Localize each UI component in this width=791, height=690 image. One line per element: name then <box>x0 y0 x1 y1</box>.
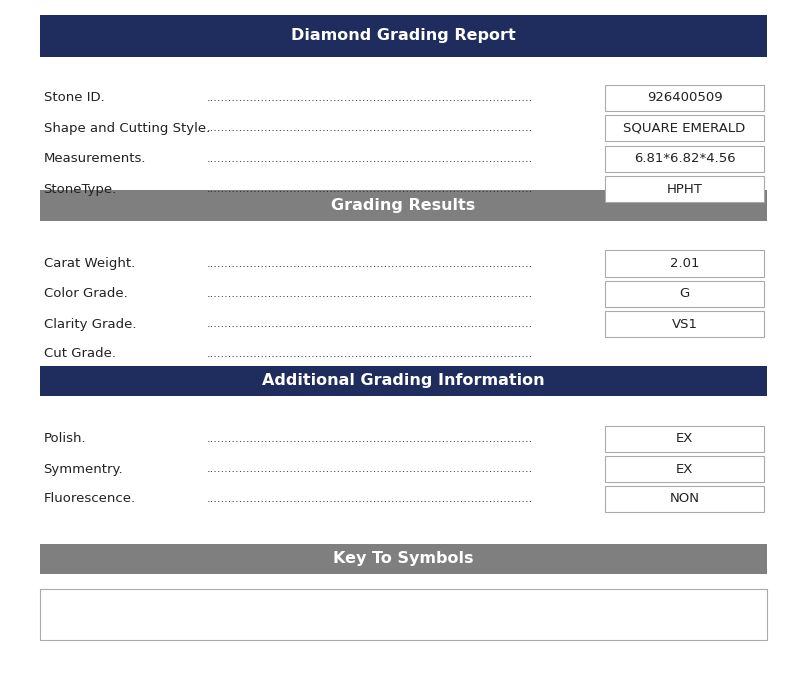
Text: 926400509: 926400509 <box>647 92 722 104</box>
Text: Stone ID.: Stone ID. <box>44 92 104 104</box>
Text: HPHT: HPHT <box>667 183 702 195</box>
FancyBboxPatch shape <box>605 115 764 141</box>
FancyBboxPatch shape <box>605 426 764 452</box>
Text: Cut Grade.: Cut Grade. <box>44 348 115 360</box>
Text: 6.81*6.82*4.56: 6.81*6.82*4.56 <box>634 152 736 165</box>
Text: Shape and Cutting Style.: Shape and Cutting Style. <box>44 122 210 135</box>
FancyBboxPatch shape <box>605 146 764 172</box>
Text: ................................................................................: ........................................… <box>206 154 533 164</box>
FancyBboxPatch shape <box>40 366 767 396</box>
Text: NON: NON <box>670 493 699 505</box>
FancyBboxPatch shape <box>605 281 764 307</box>
FancyBboxPatch shape <box>605 486 764 512</box>
FancyBboxPatch shape <box>605 85 764 111</box>
Text: Symmentry.: Symmentry. <box>44 463 123 475</box>
Text: Measurements.: Measurements. <box>44 152 146 165</box>
FancyBboxPatch shape <box>40 544 767 574</box>
Text: ................................................................................: ........................................… <box>206 434 533 444</box>
FancyBboxPatch shape <box>605 250 764 277</box>
Text: Clarity Grade.: Clarity Grade. <box>44 318 136 331</box>
Text: ................................................................................: ........................................… <box>206 93 533 103</box>
Text: ................................................................................: ........................................… <box>206 184 533 194</box>
FancyBboxPatch shape <box>605 456 764 482</box>
Text: Color Grade.: Color Grade. <box>44 288 127 300</box>
Text: StoneType.: StoneType. <box>44 183 117 195</box>
FancyBboxPatch shape <box>40 190 767 221</box>
Text: 2.01: 2.01 <box>670 257 699 270</box>
Text: Carat Weight.: Carat Weight. <box>44 257 134 270</box>
Text: EX: EX <box>676 433 693 445</box>
Text: ................................................................................: ........................................… <box>206 464 533 474</box>
FancyBboxPatch shape <box>605 311 764 337</box>
Text: EX: EX <box>676 463 693 475</box>
Text: Additional Grading Information: Additional Grading Information <box>262 373 545 388</box>
Text: Key To Symbols: Key To Symbols <box>333 551 474 566</box>
FancyBboxPatch shape <box>605 176 764 202</box>
Text: Fluorescence.: Fluorescence. <box>44 493 135 505</box>
Text: ................................................................................: ........................................… <box>206 259 533 268</box>
Text: SQUARE EMERALD: SQUARE EMERALD <box>623 122 746 135</box>
FancyBboxPatch shape <box>40 589 767 640</box>
Text: G: G <box>679 288 690 300</box>
Text: ................................................................................: ........................................… <box>206 319 533 329</box>
Text: Polish.: Polish. <box>44 433 86 445</box>
Text: ................................................................................: ........................................… <box>206 349 533 359</box>
Text: Diamond Grading Report: Diamond Grading Report <box>291 28 516 43</box>
FancyBboxPatch shape <box>40 15 767 57</box>
Text: ................................................................................: ........................................… <box>206 289 533 299</box>
Text: Grading Results: Grading Results <box>331 198 475 213</box>
Text: ................................................................................: ........................................… <box>206 494 533 504</box>
Text: ................................................................................: ........................................… <box>206 124 533 133</box>
Text: VS1: VS1 <box>672 318 698 331</box>
